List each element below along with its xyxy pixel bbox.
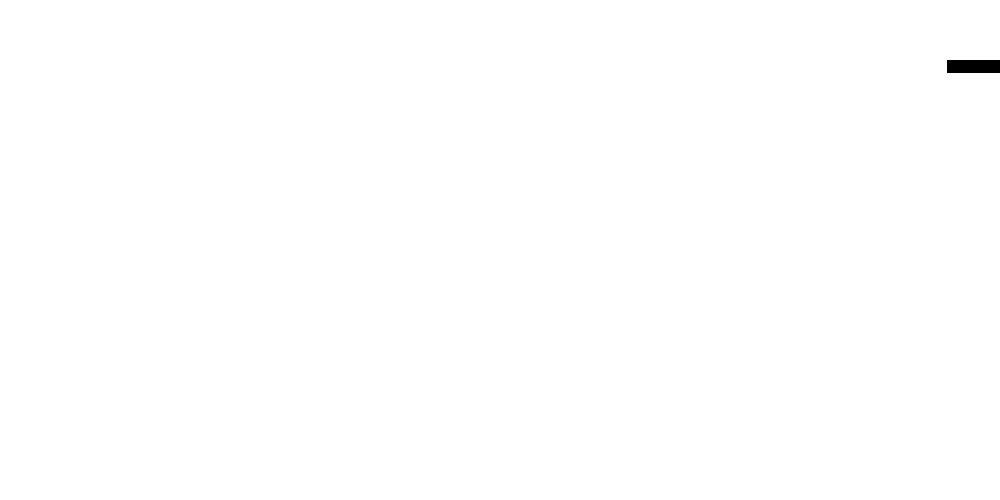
current-price-tag <box>947 60 1000 73</box>
logo-stripe <box>22 19 126 24</box>
fxpro-logo <box>22 31 126 108</box>
